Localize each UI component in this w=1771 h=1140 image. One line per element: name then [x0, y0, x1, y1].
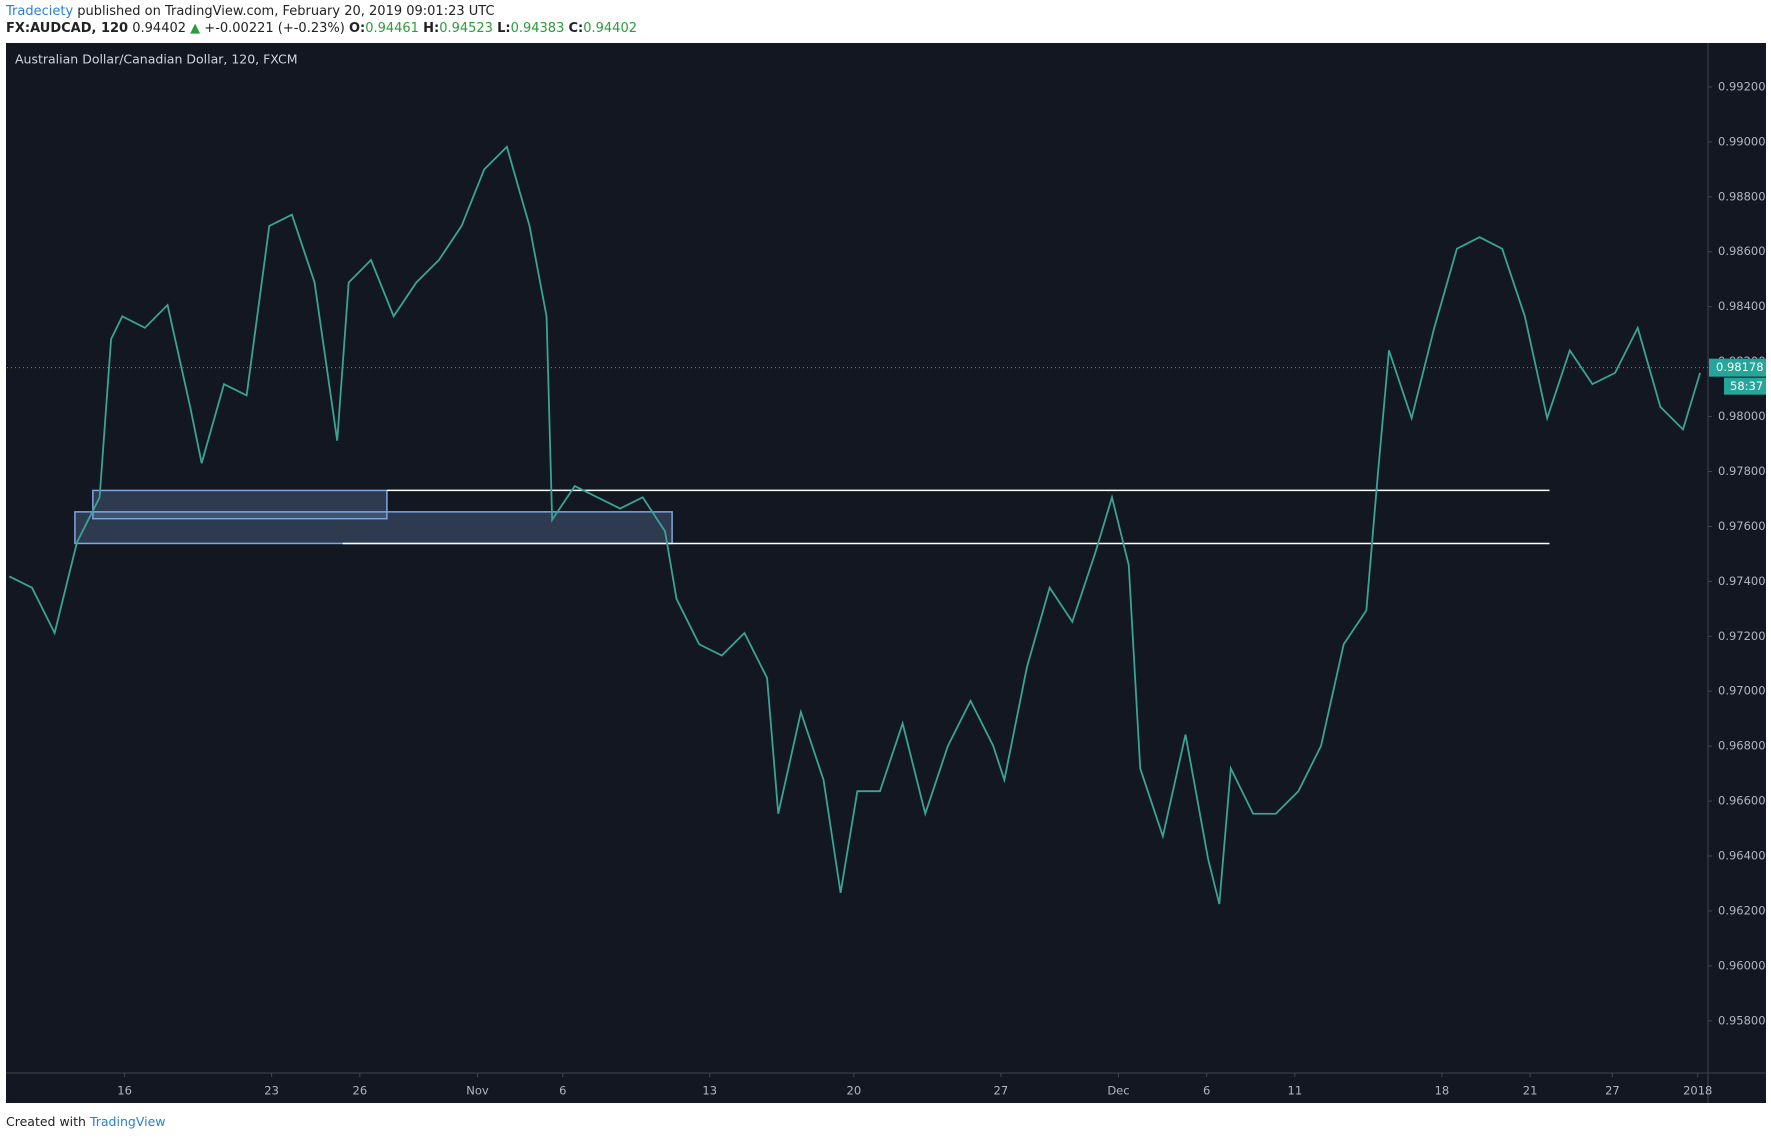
x-tick-label: 2018 [1683, 1084, 1712, 1098]
chart-bg [6, 43, 1766, 1103]
x-tick-label: 11 [1288, 1084, 1303, 1098]
chart-title: Australian Dollar/Canadian Dollar, 120, … [15, 52, 297, 67]
y-tick-label: 0.96400 [1718, 849, 1766, 863]
x-tick-label: 20 [847, 1084, 862, 1098]
y-tick-label: 0.96600 [1718, 794, 1766, 808]
y-tick-label: 0.99000 [1718, 134, 1766, 148]
last: 0.94402 [132, 21, 187, 36]
x-tick-label: Dec [1107, 1084, 1129, 1098]
countdown: 58:37 [1730, 379, 1763, 393]
y-tick-label: 0.95800 [1718, 1013, 1766, 1027]
x-tick-label: 16 [117, 1084, 132, 1098]
x-tick-label: 27 [994, 1084, 1009, 1098]
created: Created with [6, 1114, 86, 1129]
y-tick-label: 0.96200 [1718, 903, 1766, 917]
c-label: C: [568, 21, 584, 36]
y-tick-label: 0.99200 [1718, 79, 1766, 93]
last-price-label: 0.98178 [1716, 360, 1764, 374]
up-arrow: ▲ [190, 21, 201, 36]
countdown-tag [1724, 377, 1766, 395]
symbol: FX:AUDCAD, 120 [6, 21, 129, 36]
y-tick-label: 0.97800 [1718, 464, 1766, 478]
x-tick-label: 6 [559, 1084, 566, 1098]
x-tick-label: 27 [1605, 1084, 1620, 1098]
price-line [8, 145, 1701, 905]
x-tick-label: 6 [1203, 1084, 1210, 1098]
footer: Created with TradingView [6, 1114, 165, 1129]
x-tick-label: 21 [1523, 1084, 1538, 1098]
l-label: L: [497, 21, 511, 36]
symbol-line: FX:AUDCAD, 120 0.94402 ▲ +-0.00221 (+-0.… [6, 21, 637, 36]
zone [92, 489, 388, 520]
x-tick-label: 23 [264, 1084, 279, 1098]
author[interactable]: Tradeciety [6, 4, 74, 19]
y-tick-label: 0.97600 [1718, 519, 1766, 533]
low: 0.94383 [510, 21, 565, 36]
x-tick-label: 26 [353, 1084, 368, 1098]
x-tick-label: 13 [702, 1084, 717, 1098]
h-label: H: [423, 21, 440, 36]
y-tick-label: 0.98000 [1718, 409, 1766, 423]
close: 0.94402 [583, 21, 637, 36]
y-tick-label: 0.97400 [1718, 574, 1766, 588]
o-label: O: [348, 21, 366, 36]
y-tick-label: 0.97200 [1718, 629, 1766, 643]
x-tick-label: Nov [466, 1084, 489, 1098]
open: 0.94461 [365, 21, 419, 36]
brand[interactable]: TradingView [89, 1114, 166, 1129]
high: 0.94523 [439, 21, 493, 36]
zone [74, 511, 673, 545]
published: published on TradingView.com, February 2… [77, 4, 495, 19]
publish-line: Tradeciety published on TradingView.com,… [6, 4, 495, 19]
y-tick-label: 0.96800 [1718, 739, 1766, 753]
y-tick-label: 0.98800 [1718, 189, 1766, 203]
y-tick-label: 0.98600 [1718, 244, 1766, 258]
last-price-tag [1709, 358, 1766, 377]
change: +-0.00221 (+-0.23%) [204, 21, 345, 36]
x-tick-label: 18 [1435, 1084, 1450, 1098]
y-tick-label: 0.98400 [1718, 299, 1766, 313]
y-tick-label: 0.97000 [1718, 684, 1766, 698]
y-tick-label: 0.96000 [1718, 958, 1766, 972]
